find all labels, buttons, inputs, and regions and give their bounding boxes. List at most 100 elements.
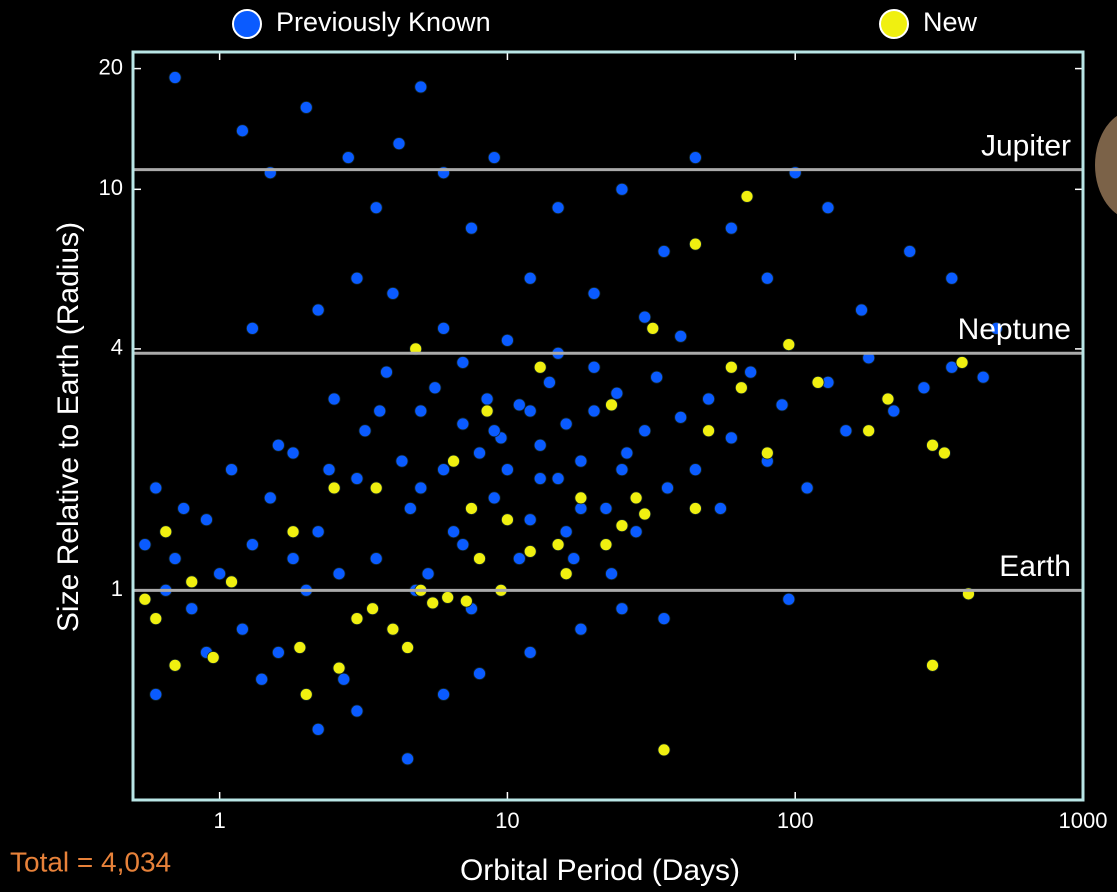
point xyxy=(714,502,726,514)
point xyxy=(226,464,238,476)
plot-area xyxy=(139,72,1002,765)
point xyxy=(488,152,500,164)
y-tick-label: 4 xyxy=(111,335,123,360)
point xyxy=(448,526,460,538)
point xyxy=(689,502,701,514)
point xyxy=(236,623,248,635)
point xyxy=(621,447,633,459)
point xyxy=(616,464,628,476)
point xyxy=(186,576,198,588)
point xyxy=(351,473,363,485)
point xyxy=(415,81,427,93)
point xyxy=(977,371,989,383)
point xyxy=(568,553,580,565)
point xyxy=(236,125,248,137)
point xyxy=(501,464,513,476)
point xyxy=(888,405,900,417)
point xyxy=(882,393,894,405)
point xyxy=(474,447,486,459)
point xyxy=(543,376,555,388)
point xyxy=(600,502,612,514)
point xyxy=(725,432,737,444)
point xyxy=(801,482,813,494)
point xyxy=(822,202,834,214)
point xyxy=(524,545,536,557)
point xyxy=(367,603,379,615)
point xyxy=(200,514,212,526)
page: {"chart_data": {"type": "scatter", "xlab… xyxy=(0,0,1117,892)
x-axis-label: Orbital Period (Days) xyxy=(460,854,740,887)
point xyxy=(186,603,198,615)
point xyxy=(312,304,324,316)
point xyxy=(139,539,151,551)
jupiter-image xyxy=(1095,110,1117,220)
point xyxy=(840,425,852,437)
point xyxy=(370,482,382,494)
point xyxy=(387,287,399,299)
point xyxy=(611,387,623,399)
total-annotation: Total = 4,034 xyxy=(10,846,171,877)
point xyxy=(501,514,513,526)
point xyxy=(606,568,618,580)
point xyxy=(776,399,788,411)
point xyxy=(448,455,460,467)
point xyxy=(524,272,536,284)
point xyxy=(662,482,674,494)
point xyxy=(630,526,642,538)
y-tick-label: 20 xyxy=(99,54,123,79)
point xyxy=(588,361,600,373)
point xyxy=(380,366,392,378)
point xyxy=(488,425,500,437)
point xyxy=(513,553,525,565)
point xyxy=(938,447,950,459)
point xyxy=(415,405,427,417)
point xyxy=(465,502,477,514)
point xyxy=(927,439,939,451)
point xyxy=(703,393,715,405)
point xyxy=(438,322,450,334)
point xyxy=(264,492,276,504)
point xyxy=(150,482,162,494)
point xyxy=(639,311,651,323)
y-axis-label: Size Relative to Earth (Radius) xyxy=(52,222,85,632)
legend-marker xyxy=(233,10,261,38)
point xyxy=(333,568,345,580)
point xyxy=(761,447,773,459)
point xyxy=(588,405,600,417)
point xyxy=(474,553,486,565)
point xyxy=(169,659,181,671)
point xyxy=(658,744,670,756)
point xyxy=(630,492,642,504)
point xyxy=(370,202,382,214)
point xyxy=(575,623,587,635)
point xyxy=(725,222,737,234)
point xyxy=(689,238,701,250)
point xyxy=(588,287,600,299)
point xyxy=(761,272,773,284)
point xyxy=(658,245,670,257)
reference-label: Neptune xyxy=(958,313,1071,346)
point xyxy=(616,520,628,532)
point xyxy=(904,245,916,257)
point xyxy=(457,356,469,368)
point xyxy=(675,411,687,423)
point xyxy=(501,334,513,346)
point xyxy=(294,642,306,654)
point xyxy=(689,464,701,476)
point xyxy=(856,304,868,316)
point xyxy=(616,603,628,615)
point xyxy=(481,405,493,417)
point xyxy=(272,439,284,451)
point xyxy=(150,613,162,625)
point xyxy=(214,568,226,580)
point xyxy=(647,322,659,334)
point xyxy=(552,202,564,214)
point xyxy=(300,688,312,700)
point xyxy=(169,72,181,84)
point xyxy=(560,418,572,430)
point xyxy=(783,593,795,605)
point xyxy=(178,502,190,514)
point xyxy=(460,595,472,607)
point xyxy=(338,673,350,685)
point xyxy=(675,330,687,342)
